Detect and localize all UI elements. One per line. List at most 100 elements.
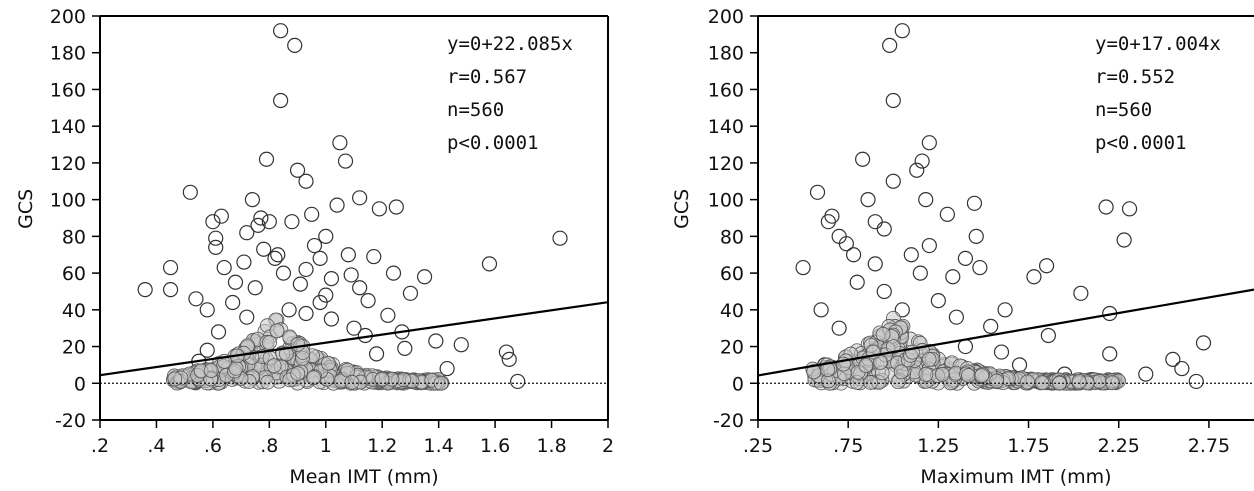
y-tick-label: 180 xyxy=(50,43,86,65)
y-tick-label: 120 xyxy=(708,153,744,175)
data-point xyxy=(989,373,1004,389)
data-point xyxy=(258,151,275,167)
stat-annotation: y=0+17.004x xyxy=(1095,33,1221,55)
x-tick-label: .6 xyxy=(204,435,222,457)
data-point xyxy=(1038,258,1055,274)
data-point xyxy=(867,256,883,272)
data-point xyxy=(498,344,514,360)
data-point xyxy=(344,374,360,390)
data-point xyxy=(1165,351,1181,367)
data-point xyxy=(273,92,289,109)
data-point xyxy=(903,247,919,263)
data-point xyxy=(385,265,402,281)
data-point xyxy=(352,190,368,206)
data-point xyxy=(1026,269,1042,285)
data-point xyxy=(284,214,300,230)
data-point xyxy=(875,326,891,342)
y-tick-label: 20 xyxy=(62,337,86,359)
data-points xyxy=(137,23,568,390)
data-point xyxy=(1174,360,1190,377)
y-tick-label: 180 xyxy=(708,43,744,65)
data-point xyxy=(397,340,413,356)
data-point xyxy=(352,280,368,296)
stat-annotation: r=0.552 xyxy=(1095,66,1175,88)
x-tick-label: .8 xyxy=(260,435,278,457)
data-point xyxy=(239,309,255,325)
data-point xyxy=(208,239,224,255)
data-point xyxy=(912,265,928,281)
data-point xyxy=(225,294,241,311)
data-point xyxy=(323,271,340,287)
regression-line xyxy=(757,288,1254,377)
data-point xyxy=(380,307,396,323)
data-point xyxy=(239,225,255,241)
data-point xyxy=(855,151,871,167)
y-tick-label: 60 xyxy=(720,263,744,285)
data-point xyxy=(849,274,865,290)
data-point xyxy=(1098,199,1114,215)
data-point xyxy=(188,291,204,307)
data-point xyxy=(203,363,219,378)
x-tick-label: 1.75 xyxy=(1007,435,1049,457)
data-point xyxy=(935,366,950,382)
data-point xyxy=(346,320,362,336)
y-tick-label: -20 xyxy=(713,410,744,432)
data-point xyxy=(838,236,854,252)
data-point xyxy=(885,339,901,355)
data-point xyxy=(1040,327,1056,344)
x-tick-label: .4 xyxy=(147,435,165,457)
chart-panel-1: -20 0 20 40 60 80 100 120 140 160 180 200 .2 .4 .6 .8 1 1… xyxy=(15,6,614,488)
data-point xyxy=(439,360,455,377)
data-point xyxy=(1071,373,1087,389)
data-point xyxy=(298,173,314,189)
stat-annotation: y=0+22.085x xyxy=(447,33,573,55)
data-point xyxy=(930,293,946,309)
data-point xyxy=(320,355,336,371)
data-point xyxy=(809,184,826,200)
data-point xyxy=(957,250,974,266)
y-tick-label: 200 xyxy=(708,6,744,28)
data-point xyxy=(199,302,215,318)
x-tick-label: 1 xyxy=(320,435,332,457)
y-tick-label: 120 xyxy=(50,153,86,175)
data-point xyxy=(416,269,433,285)
data-point xyxy=(290,366,306,381)
data-point xyxy=(162,282,179,298)
data-point xyxy=(304,206,320,222)
y-tick-label: 140 xyxy=(708,116,744,138)
data-point xyxy=(824,208,840,224)
data-point xyxy=(813,302,829,318)
data-point xyxy=(993,344,1010,360)
data-point xyxy=(182,184,198,200)
data-point xyxy=(481,256,498,272)
data-point xyxy=(957,338,974,355)
data-point xyxy=(939,206,955,222)
data-point xyxy=(921,352,937,367)
data-point xyxy=(244,192,260,208)
data-point xyxy=(388,199,404,215)
data-point xyxy=(972,259,988,276)
data-point xyxy=(262,335,277,351)
y-tick-label: 20 xyxy=(720,337,744,359)
y-tick-label: 0 xyxy=(732,373,744,395)
data-point xyxy=(289,162,306,178)
data-point xyxy=(318,228,334,244)
data-point xyxy=(974,368,990,384)
x-axis-title: Mean IMT (mm) xyxy=(289,466,438,488)
data-point xyxy=(216,259,232,276)
data-point xyxy=(208,230,224,246)
data-point xyxy=(968,228,984,244)
y-tick-label: -20 xyxy=(55,410,86,432)
data-point xyxy=(247,280,263,296)
data-point xyxy=(266,358,282,374)
data-point xyxy=(210,324,227,340)
regression-line xyxy=(99,301,609,377)
x-tick-label: 1.8 xyxy=(536,435,566,457)
data-point xyxy=(366,248,382,265)
data-point xyxy=(945,269,961,285)
data-point xyxy=(453,337,469,353)
stat-annotation: r=0.567 xyxy=(447,66,527,88)
data-point xyxy=(343,267,359,283)
data-point xyxy=(966,195,983,211)
data-point xyxy=(227,274,244,290)
